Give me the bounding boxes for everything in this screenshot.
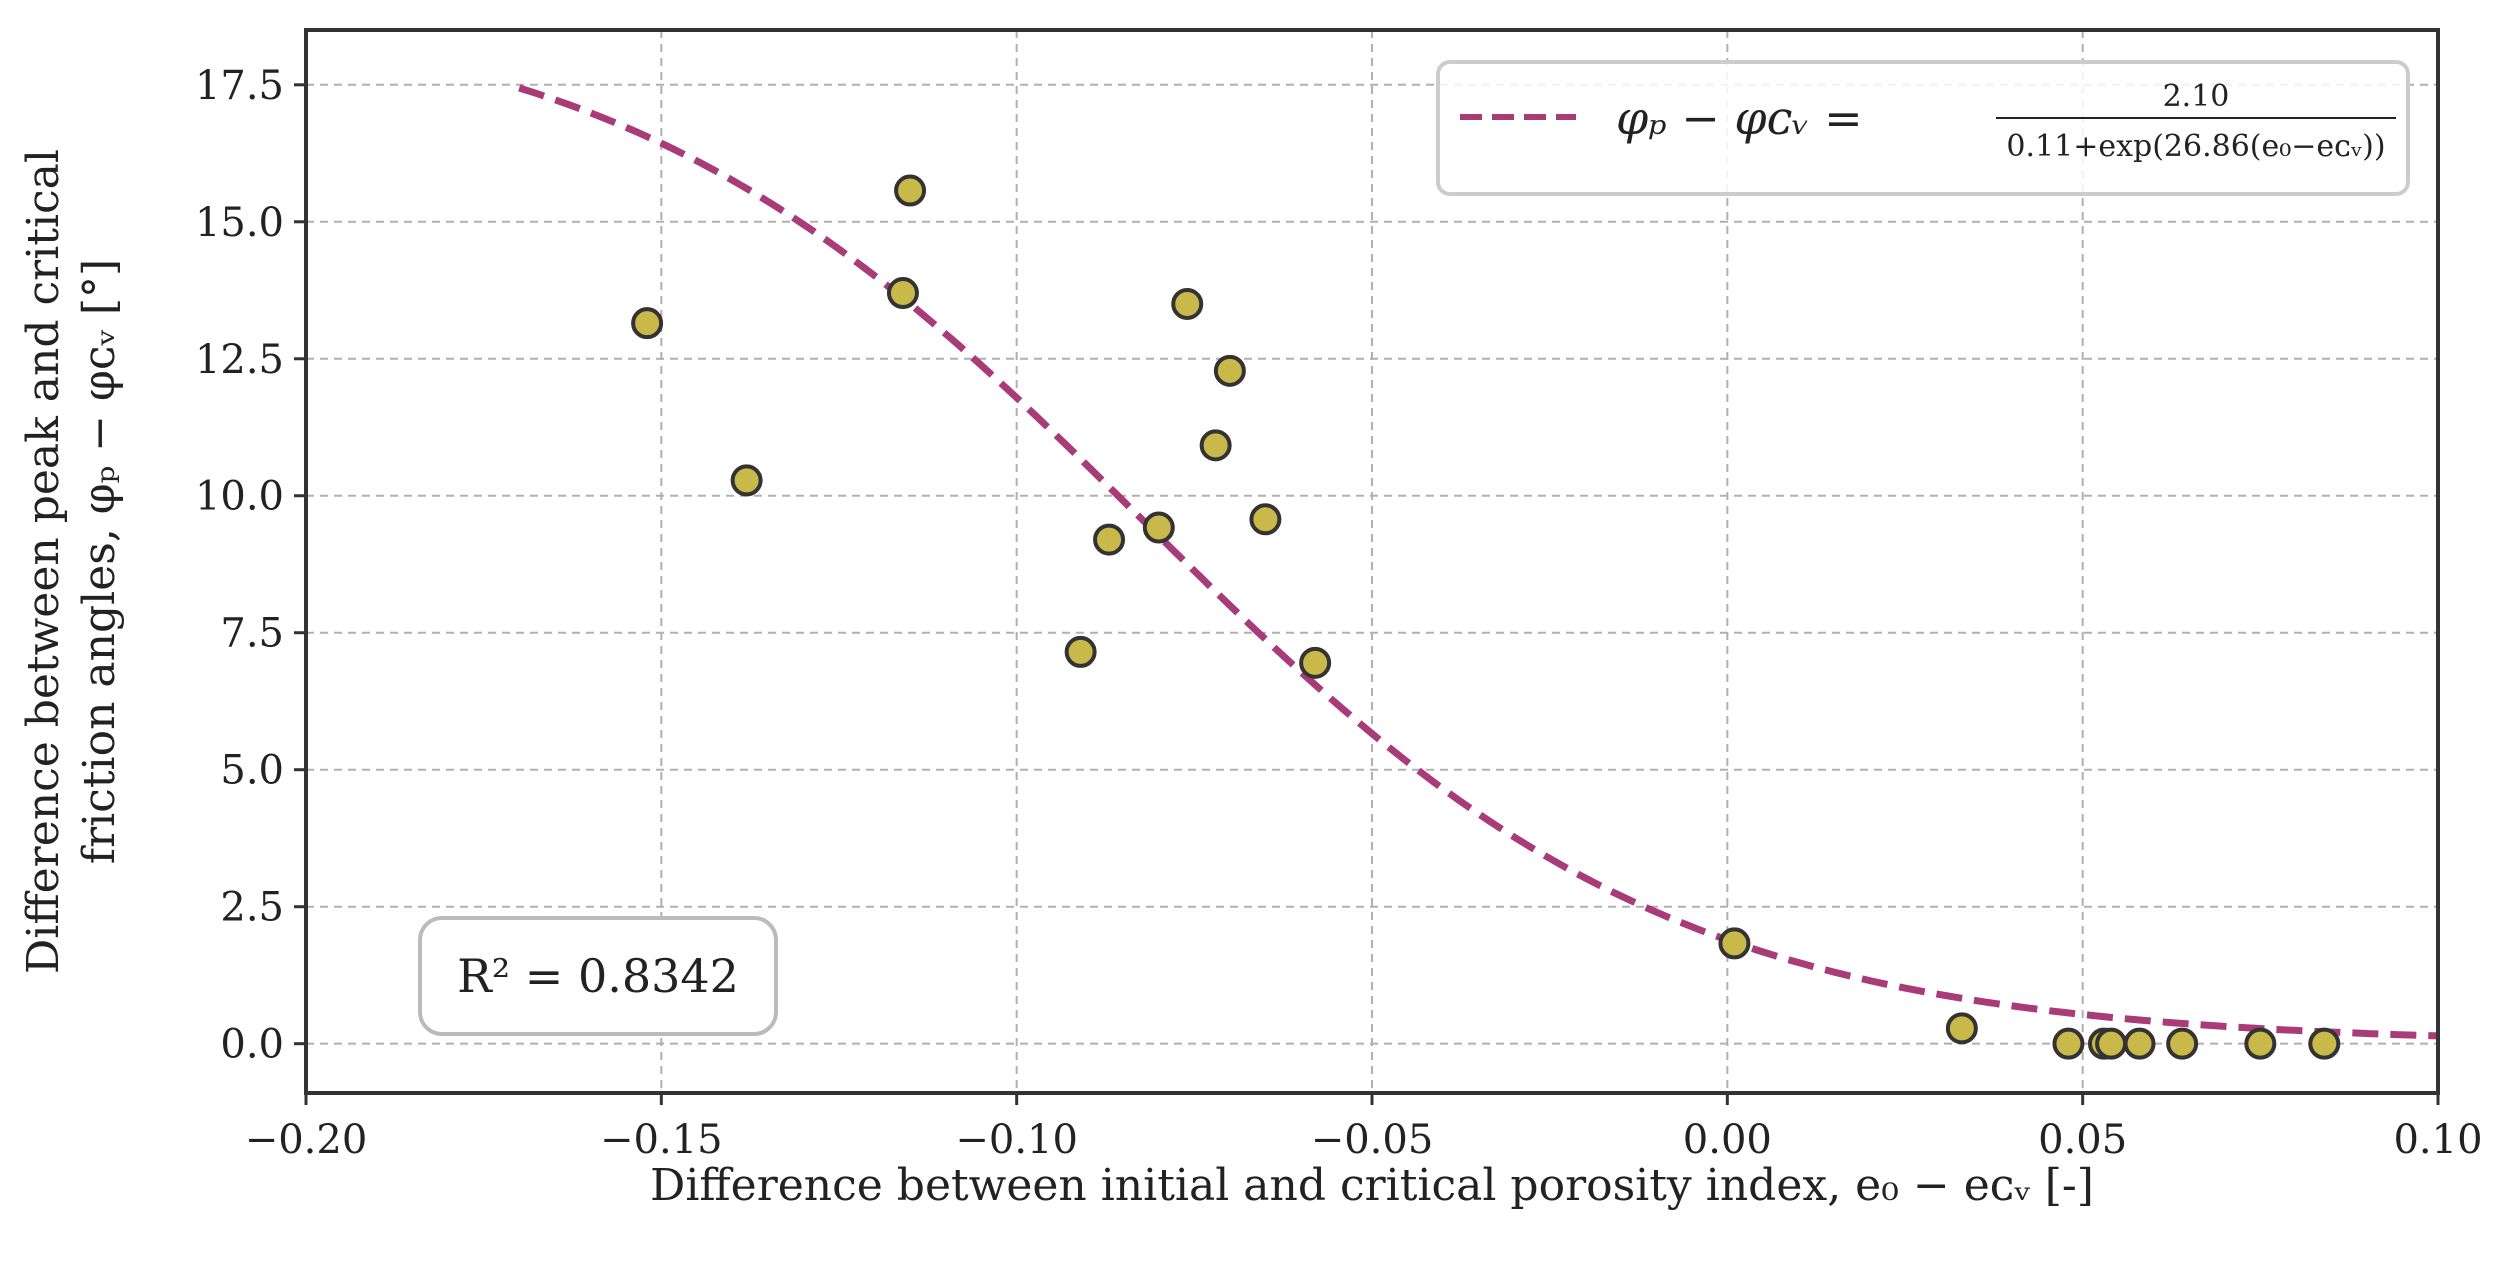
x-tick-label: −0.15 [600, 1117, 723, 1163]
data-point [2166, 1027, 2199, 1060]
data-point [1299, 646, 1332, 679]
y-tick-label: 5.0 [220, 748, 284, 794]
y-tick-label: 7.5 [220, 611, 284, 657]
legend-label-lhs: φₚ − φᴄᵥ = [1616, 91, 1863, 145]
legend-box [1436, 60, 2410, 196]
data-point [1945, 1012, 1978, 1045]
data-point [2123, 1027, 2156, 1060]
data-point [886, 277, 919, 310]
data-point [1171, 287, 1204, 320]
y-tick-label: 0.0 [220, 1022, 284, 1068]
y-tick-label: 17.5 [195, 63, 284, 109]
r-squared-annotation: R² = 0.8342 [418, 916, 778, 1036]
data-point [1093, 523, 1126, 556]
x-tick-label: −0.10 [955, 1117, 1078, 1163]
data-point [2052, 1027, 2085, 1060]
data-point [894, 174, 927, 207]
y-axis-ticks: 0.0 2.5 5.0 7.5 10.0 12.5 15.0 17.5 [195, 63, 306, 1068]
legend-label-numerator: 2.10 [2163, 79, 2230, 114]
y-axis-title-line1: Difference between peak and critical [18, 149, 69, 974]
annotation-box [418, 916, 778, 1036]
annotation-text: R² = 0.8342 [457, 949, 739, 1003]
fit-curve-layer [518, 84, 2439, 1040]
data-point [2244, 1027, 2277, 1060]
data-point [631, 307, 664, 340]
data-point [2095, 1027, 2128, 1060]
x-axis-ticks: −0.20 −0.15 −0.10 −0.05 0.00 0.05 0.10 [245, 1093, 2483, 1163]
y-tick-label: 2.5 [220, 885, 284, 931]
legend: φₚ − φᴄᵥ = 2.10 0.11+exp(26.86(e₀−eᴄᵥ)) [1436, 60, 2410, 196]
data-point [1718, 927, 1751, 960]
x-tick-label: −0.20 [245, 1117, 368, 1163]
data-point [1213, 354, 1246, 387]
data-point [1249, 503, 1282, 536]
y-tick-label: 15.0 [195, 200, 284, 246]
x-tick-label: −0.05 [1311, 1117, 1434, 1163]
data-points-layer [631, 174, 2341, 1060]
data-point [730, 464, 763, 497]
data-point [1142, 511, 1175, 544]
x-tick-label: 0.00 [1683, 1117, 1772, 1163]
x-axis-title: Difference between initial and critical … [650, 1160, 2094, 1211]
y-tick-label: 12.5 [195, 337, 284, 383]
x-tick-label: 0.05 [2038, 1117, 2127, 1163]
y-axis-title-line2: friction angles, φₚ − φᴄᵥ [°] [74, 259, 125, 864]
data-point [1199, 429, 1232, 462]
data-point [2308, 1027, 2341, 1060]
data-point [1064, 635, 1097, 668]
fit-curve [518, 84, 2439, 1040]
x-tick-label: 0.10 [2393, 1117, 2482, 1163]
y-tick-label: 10.0 [195, 474, 284, 520]
legend-label-denominator: 0.11+exp(26.86(e₀−eᴄᵥ)) [2006, 129, 2385, 164]
